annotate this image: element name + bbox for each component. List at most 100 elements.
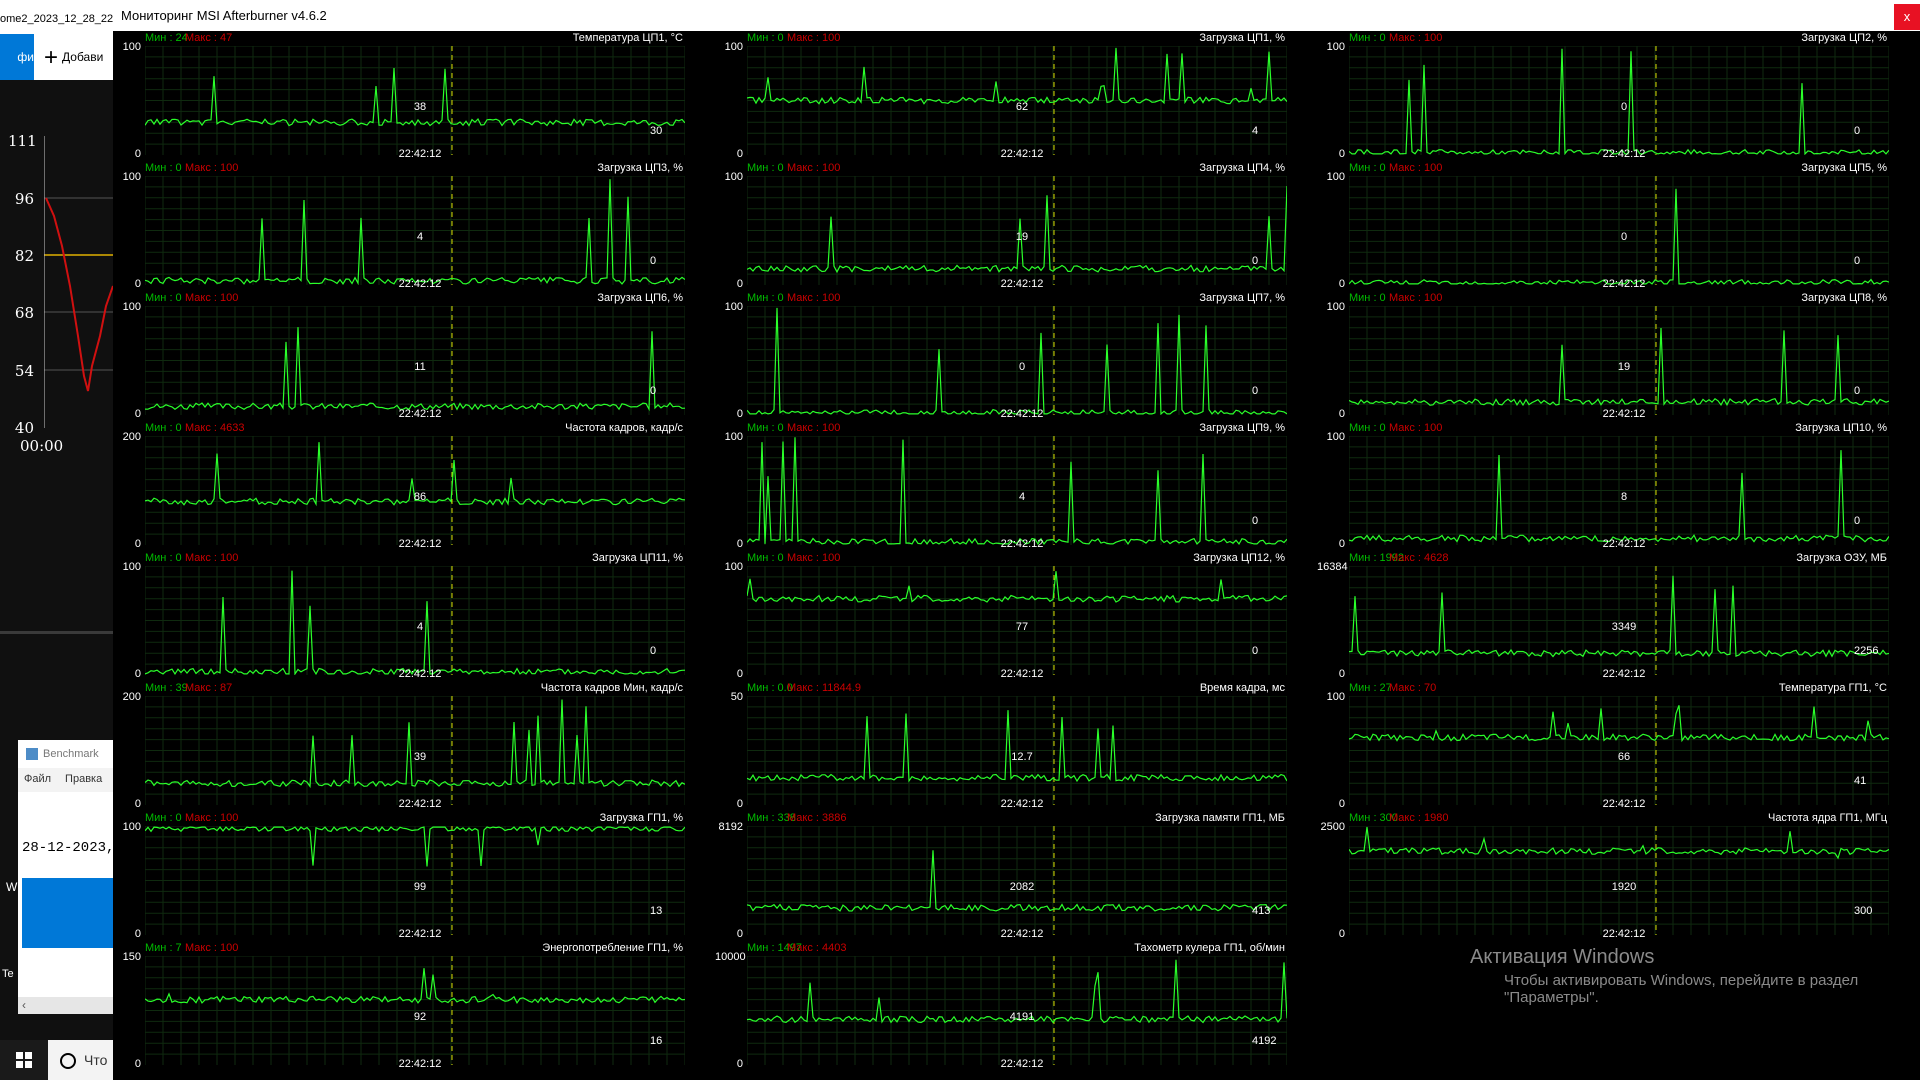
benchmark-titlebar[interactable]: Benchmark <box>18 740 113 768</box>
graph-title: Частота кадров Мин, кадр/с <box>540 682 683 694</box>
graph-y-min: 0 <box>736 668 743 680</box>
graph-y-max: 100 <box>122 171 141 183</box>
graph-y-min: 0 <box>134 278 141 290</box>
graph-cursor-value: 19 <box>1015 231 1029 243</box>
graph-cursor-value: 3349 <box>1611 621 1637 633</box>
graph-min-label: Мин : 0.0 <box>747 682 793 694</box>
graph-cursor-value: 1920 <box>1611 881 1637 893</box>
graph-min-label: Мин : 0 <box>1349 422 1386 434</box>
graph-current-value: 0 <box>1252 255 1259 267</box>
monitor-graph: Мин : 27 Макс : 70 Температура ГП1, °C 100 0… <box>1317 681 1919 811</box>
monitor-graph: Мин : 7 Макс : 100 Энергопотребление ГП1, … <box>113 941 715 1071</box>
graph-current-value: 0 <box>1854 255 1861 267</box>
monitor-graph: Мин : 0 Макс : 100 Загрузка ГП1, % 100 0 22:4… <box>113 811 715 941</box>
graph-y-max: 100 <box>724 431 743 443</box>
graph-y-max: 16384 <box>1317 561 1348 573</box>
graph-min-label: Мин : 24 <box>145 32 188 44</box>
graph-plot-area <box>1349 46 1889 155</box>
graph-time: 22:42:12 <box>1602 668 1646 680</box>
graph-plot-area <box>145 436 685 545</box>
graph-title: Загрузка ЦП8, % <box>1801 292 1887 304</box>
graph-y-min: 0 <box>1338 538 1345 550</box>
graph-cursor-value: 4 <box>416 231 424 243</box>
background-tab[interactable]: фи <box>0 34 34 80</box>
graph-max-label: Макс : 100 <box>1389 162 1443 174</box>
graph-title: Загрузка ЦП4, % <box>1199 162 1285 174</box>
graph-y-min: 0 <box>134 668 141 680</box>
graph-title: Загрузка ЦП10, % <box>1795 422 1887 434</box>
graph-max-label: Макс : 100 <box>787 32 841 44</box>
graph-current-value: 2256 <box>1854 645 1879 657</box>
add-button[interactable]: + Добави <box>34 34 113 80</box>
graph-max-label: Макс : 100 <box>787 422 841 434</box>
graph-current-value: 41 <box>1854 775 1867 787</box>
monitor-graph: Мин : 1497 Макс : 4403 Тахометр кулера ГП1… <box>715 941 1317 1071</box>
graph-current-value: 0 <box>1252 385 1259 397</box>
horizontal-scrollbar[interactable]: ‹ <box>18 997 113 1014</box>
graph-plot-area <box>1349 696 1889 805</box>
graph-title: Загрузка ОЗУ, МБ <box>1796 552 1887 564</box>
graph-time: 22:42:12 <box>1000 278 1044 290</box>
graph-current-value: 13 <box>650 905 663 917</box>
graph-y-min: 0 <box>134 148 141 160</box>
graph-min-label: Мин : 0 <box>145 292 182 304</box>
graph-current-value: 300 <box>1854 905 1873 917</box>
graph-y-max: 200 <box>122 431 141 443</box>
graph-plot-area <box>747 176 1287 285</box>
graph-min-label: Мин : 0 <box>145 162 182 174</box>
monitor-graph: Мин : 0 Макс : 100 Загрузка ЦП6, % 100 0 22:4… <box>113 291 715 421</box>
chart-axis-label: 68 <box>14 304 34 322</box>
graph-y-min: 0 <box>1338 928 1345 940</box>
monitor-graph: Мин : 0 Макс : 100 Загрузка ЦП1, % 100 0 22:4… <box>715 31 1317 161</box>
graph-y-min: 0 <box>1338 408 1345 420</box>
close-button[interactable]: x <box>1894 4 1920 30</box>
graph-y-min: 0 <box>736 1058 743 1070</box>
graph-current-value: 0 <box>650 645 657 657</box>
graph-min-label: Мин : 0 <box>145 422 182 434</box>
benchmark-window: Benchmark Файл Правка 28-12-2023, ‹ <box>18 740 114 1014</box>
afterburner-monitor-window: Мониторинг MSI Afterburner v4.6.2 x Мин … <box>113 0 1920 1080</box>
graph-min-label: Мин : 0 <box>747 162 784 174</box>
graph-title: Тахометр кулера ГП1, об/мин <box>1134 942 1285 954</box>
graph-max-label: Макс : 11844.9 <box>787 682 861 694</box>
graph-title: Температура ЦП1, °C <box>572 32 683 44</box>
benchmark-highlight[interactable] <box>22 878 113 948</box>
graph-min-label: Мин : 39 <box>145 682 188 694</box>
scroll-left-icon[interactable]: ‹ <box>22 998 26 1012</box>
graph-title: Загрузка ЦП12, % <box>1193 552 1285 564</box>
graph-cursor-value: 4 <box>1018 491 1026 503</box>
graph-y-max: 100 <box>122 821 141 833</box>
graph-title: Загрузка ЦП7, % <box>1199 292 1285 304</box>
menu-edit[interactable]: Правка <box>65 773 103 785</box>
graph-y-min: 0 <box>134 408 141 420</box>
graph-plot-area <box>747 566 1287 675</box>
graph-y-min: 0 <box>736 278 743 290</box>
monitor-graph: Мин : 0 Макс : 100 Загрузка ЦП4, % 100 0 22:4… <box>715 161 1317 291</box>
graph-title: Температура ГП1, °C <box>1778 682 1887 694</box>
graph-y-max: 100 <box>122 561 141 573</box>
graph-min-label: Мин : 0 <box>1349 292 1386 304</box>
graph-y-min: 0 <box>134 1058 141 1070</box>
graph-time: 22:42:12 <box>1602 148 1646 160</box>
graph-title: Загрузка ГП1, % <box>599 812 683 824</box>
taskbar-search[interactable]: Что <box>48 1040 113 1080</box>
graph-y-min: 0 <box>1338 798 1345 810</box>
graph-time: 22:42:12 <box>1602 278 1646 290</box>
background-window-title[interactable]: ome2_2023_12_28_22 <box>0 0 113 34</box>
graph-cursor-value: 0 <box>1620 101 1628 113</box>
graph-max-label: Макс : 100 <box>185 552 239 564</box>
graph-plot-area <box>1349 436 1889 545</box>
graph-time: 22:42:12 <box>1000 148 1044 160</box>
graph-max-label: Макс : 3886 <box>787 812 847 824</box>
windows-start-icon[interactable] <box>0 1040 48 1080</box>
graph-plot-area <box>145 826 685 935</box>
side-label-w: W <box>6 880 18 894</box>
graph-cursor-value: 12.7 <box>1011 751 1033 763</box>
graph-y-max: 100 <box>122 301 141 313</box>
graph-max-label: Макс : 87 <box>185 682 233 694</box>
afterburner-titlebar[interactable]: Мониторинг MSI Afterburner v4.6.2 x <box>113 0 1920 31</box>
graph-y-max: 200 <box>122 691 141 703</box>
graph-cursor-value: 38 <box>413 101 427 113</box>
activation-text: Чтобы активировать Windows, перейдите в … <box>1504 972 1859 1006</box>
menu-file[interactable]: Файл <box>24 773 52 785</box>
